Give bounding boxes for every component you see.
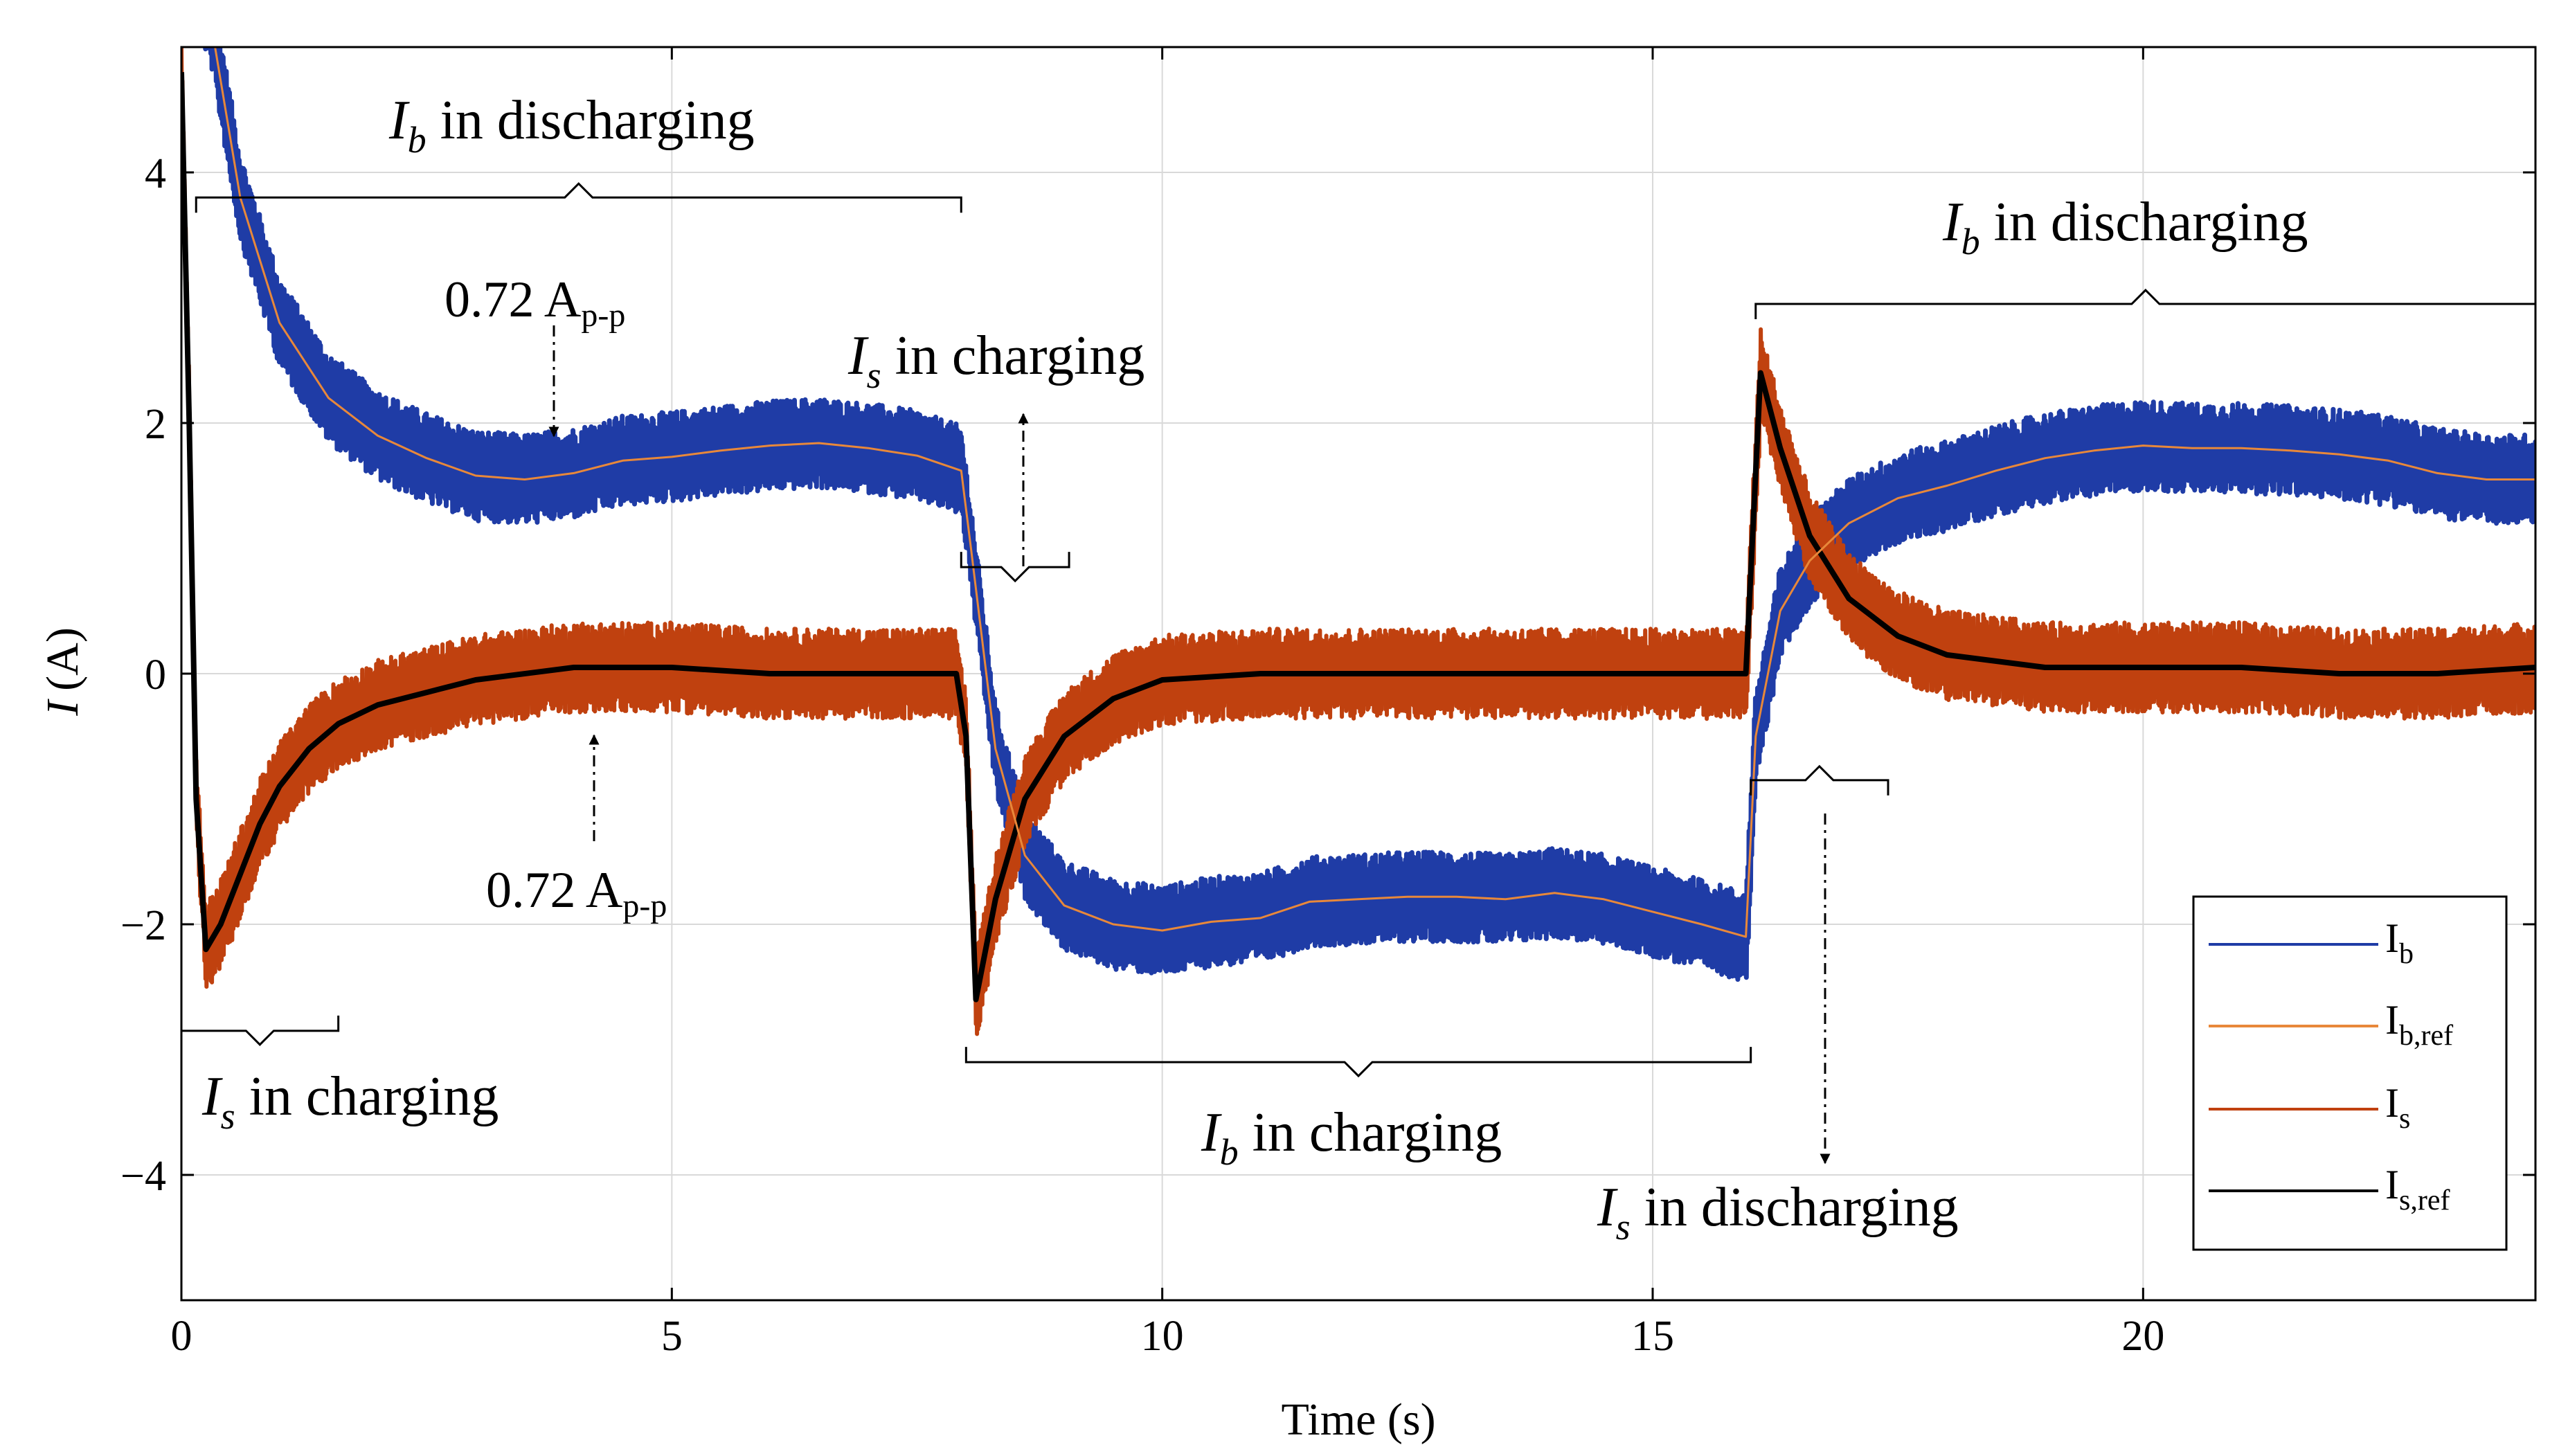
label-is-charging-1: Is in charging [201, 1066, 499, 1137]
y-tick-label: 2 [145, 401, 166, 448]
y-tick-label: −2 [120, 902, 166, 949]
legend-label-ib-ref: Ib,ref [2385, 997, 2453, 1052]
series-ib-ref [214, 47, 2535, 938]
y-tick-label: 4 [145, 150, 166, 197]
label-ib-discharging-2: Ib in discharging [1942, 192, 2308, 262]
series-layer [181, 47, 2535, 1036]
series-is-ref [181, 72, 2535, 1003]
x-tick-label: 10 [1141, 1313, 1184, 1360]
label-is-charging-2: Is in charging [847, 325, 1144, 396]
bracket-ib-discharging-1 [195, 182, 962, 213]
x-axis-label: Time (s) [1281, 1394, 1435, 1445]
y-axis-label-symbol: I [37, 699, 88, 717]
label-ripple-is: 0.72 Ap-p [486, 862, 667, 924]
legend: Ib Ib,ref Is Is,ref [2192, 895, 2508, 1251]
label-is-discharging: Is in discharging [1597, 1177, 1959, 1248]
bracket-is-charging-2 [960, 552, 1070, 583]
label-ripple-ib: 0.72 Ap-p [445, 271, 625, 334]
legend-label-ib: Ib [2385, 915, 2414, 970]
bracket-is-charging-1 [180, 1015, 340, 1046]
label-ib-discharging-1: Ib in discharging [388, 90, 755, 161]
y-tick-label: −4 [120, 1153, 166, 1200]
bracket-is-discharging [1750, 764, 1889, 796]
x-tick-label: 5 [661, 1313, 683, 1360]
y-axis-label: I (A) [37, 627, 88, 717]
x-tick-label: 20 [2121, 1313, 2164, 1360]
annotations: Ib in discharging 0.72 Ap-p Is in chargi… [180, 90, 2537, 1248]
x-tick-label: 0 [171, 1313, 192, 1360]
x-tick-label: 15 [1631, 1313, 1674, 1360]
label-ib-charging: Ib in charging [1201, 1102, 1502, 1173]
bracket-ib-charging [964, 1047, 1752, 1078]
legend-label-is-ref: Is,ref [2385, 1162, 2450, 1216]
legend-box [2192, 895, 2508, 1251]
legend-label-is: Is [2385, 1080, 2410, 1135]
y-axis-label-unit: (A) [37, 627, 88, 691]
y-tick-label: 0 [145, 651, 166, 699]
bracket-ib-discharging-2 [1754, 288, 2537, 320]
